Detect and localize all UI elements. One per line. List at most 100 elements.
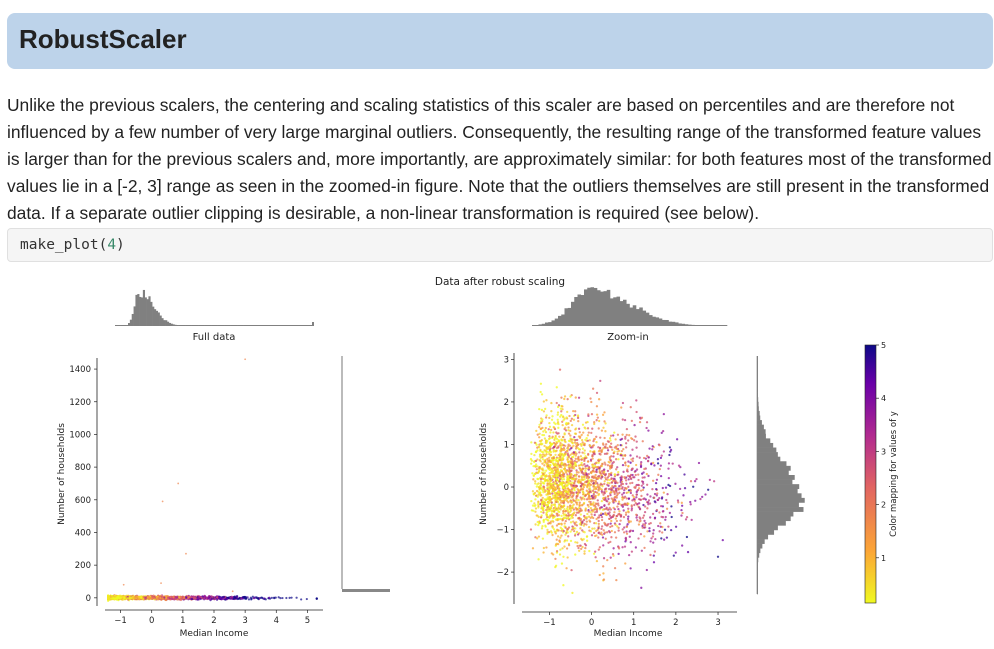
histogram-bar (172, 324, 175, 326)
scatter-point (578, 523, 582, 526)
scatter-point (572, 444, 575, 447)
scatter-point (178, 596, 181, 599)
histogram-bar (558, 315, 562, 326)
histogram-bar (757, 365, 758, 371)
histogram-bar (645, 312, 650, 326)
histogram-bar (652, 316, 656, 326)
scatter-point (591, 387, 595, 390)
scatter-point (649, 553, 652, 557)
scatter-point (563, 545, 566, 548)
scatter-point (545, 493, 548, 496)
scatter-point (690, 518, 693, 522)
histogram-bar (217, 325, 220, 326)
histogram-bar (567, 307, 572, 326)
scatter-point (534, 523, 537, 526)
histogram-bar (668, 321, 673, 326)
scatter-point (559, 536, 562, 539)
scatter-point (559, 490, 562, 494)
scatter-point (539, 456, 542, 460)
zoom-x-tick-label: −1 (543, 618, 556, 628)
scatter-point (165, 598, 168, 602)
scatter-point (588, 487, 591, 490)
scatter-point (707, 488, 710, 491)
scatter-point (622, 531, 626, 534)
scatter-point (613, 498, 617, 502)
scatter-point (538, 465, 541, 469)
scatter-point (538, 436, 541, 439)
histogram-bar (757, 520, 786, 526)
scatter-point (614, 523, 617, 526)
scatter-point (175, 596, 178, 599)
histogram-bar (115, 325, 118, 326)
scatter-point (630, 550, 634, 553)
description-paragraph: Unlike the previous scalers, the centeri… (7, 95, 992, 223)
scatter-point (543, 444, 546, 448)
scatter-point (625, 446, 628, 449)
scatter-point (590, 431, 593, 435)
histogram-bar (757, 392, 758, 398)
scatter-point (598, 546, 602, 549)
scatter-point (544, 431, 548, 434)
scatter-point (544, 426, 547, 430)
histogram-bar (688, 324, 692, 326)
histogram-bar (593, 287, 598, 326)
scatter-point (586, 427, 590, 430)
scatter-point (594, 505, 597, 509)
histogram-bar (233, 325, 237, 326)
scatter-point (577, 396, 581, 399)
scatter-point (597, 450, 601, 453)
histogram-bar (757, 465, 791, 471)
scatter-point (550, 410, 553, 413)
scatter-point (646, 530, 649, 533)
scatter-point (646, 483, 649, 486)
scatter-point (581, 441, 584, 444)
scatter-point (581, 423, 585, 426)
scatter-point (604, 463, 607, 466)
scatter-point (572, 418, 576, 421)
scatter-point (555, 524, 559, 527)
scatter-point (592, 439, 595, 443)
histogram-bar (198, 325, 201, 326)
histogram-bar (757, 410, 760, 416)
scatter-point (605, 490, 608, 493)
scatter-point (621, 433, 624, 436)
scatter-point (604, 473, 607, 477)
scatter-point (561, 547, 564, 550)
scatter-point (545, 447, 548, 451)
scatter-point (575, 484, 578, 488)
scatter-point (575, 494, 578, 498)
scatter-point (633, 476, 636, 479)
histogram-bar (658, 318, 663, 326)
histogram-bar (561, 314, 565, 326)
scatter-point (554, 543, 558, 546)
scatter-point (540, 408, 544, 412)
scatter-point (610, 477, 613, 481)
scatter-point (542, 511, 545, 514)
full-data-title: Full data (193, 332, 236, 343)
scatter-point (612, 547, 615, 550)
scatter-point (635, 496, 638, 499)
scatter-point (160, 595, 163, 599)
scatter-point (588, 467, 591, 470)
histogram-bar (606, 289, 611, 326)
scatter-point (586, 512, 589, 516)
scatter-point (672, 554, 675, 557)
scatter-point (593, 534, 597, 538)
scatter-point (609, 491, 613, 494)
scatter-point (551, 415, 554, 418)
scatter-point (580, 498, 583, 501)
scatter-point (608, 514, 612, 517)
scatter-point (593, 513, 596, 517)
scatter-point (151, 595, 154, 598)
scatter-point (566, 449, 569, 452)
histogram-bar (603, 291, 608, 326)
scatter-point (616, 433, 620, 436)
scatter-point (576, 533, 580, 536)
scatter-point (701, 495, 704, 499)
histogram-bar (665, 319, 669, 326)
scatter-point (569, 429, 572, 433)
scatter-point (244, 595, 247, 599)
scatter-point (566, 452, 569, 455)
scatter-point (624, 454, 627, 457)
scatter-point (616, 444, 619, 447)
